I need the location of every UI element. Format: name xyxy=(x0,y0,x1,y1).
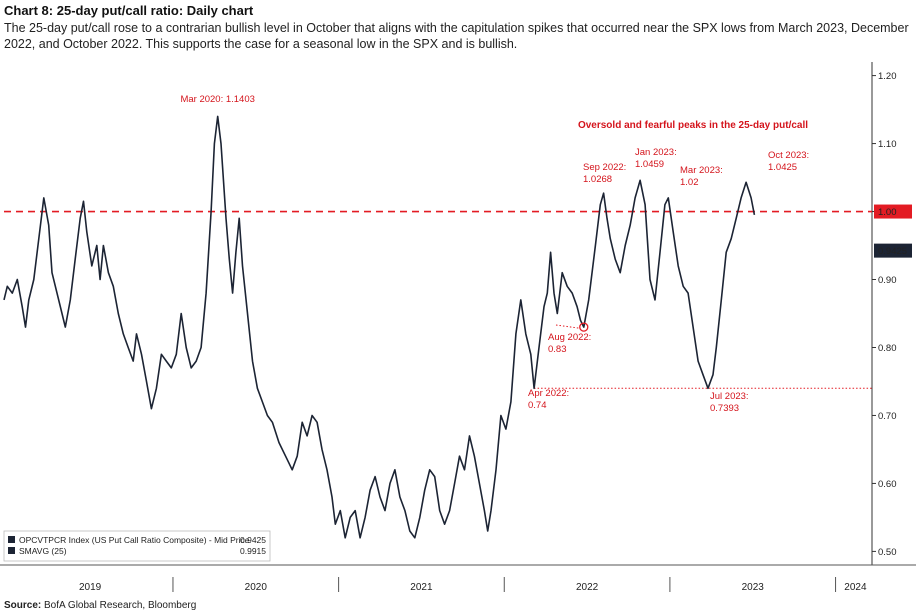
last-value-label: 1.00 xyxy=(878,207,897,218)
annotation-mar-2023: Mar 2023: xyxy=(680,165,723,176)
source-label: Source: xyxy=(4,600,42,611)
legend-value: 0.9425 xyxy=(240,535,266,545)
y-tick-label: 1.10 xyxy=(878,139,897,150)
legend-swatch xyxy=(8,536,15,543)
last-value-label: 0.9425 xyxy=(878,246,907,257)
x-tick-label: 2020 xyxy=(245,582,268,593)
annotation-mar-2023-value: 1.02 xyxy=(680,177,699,188)
x-tick-label: 2024 xyxy=(844,582,867,593)
annotation-oct-2023: Oct 2023: xyxy=(768,150,809,161)
annotation-aug-2022-value: 0.83 xyxy=(548,344,567,355)
source-text: BofA Global Research, Bloomberg xyxy=(44,600,197,611)
y-tick-label: 0.90 xyxy=(878,275,897,286)
legend-label: SMAVG (25) xyxy=(19,546,67,556)
chart-subtitle: The 25-day put/call rose to a contrarian… xyxy=(4,21,909,51)
x-tick-label: 2019 xyxy=(79,582,102,593)
y-tick-label: 0.50 xyxy=(878,547,897,558)
legend-label: OPCVTPCR Index (US Put Call Ratio Compos… xyxy=(19,535,250,545)
annotation-sep-2022: Sep 2022: xyxy=(583,162,626,173)
annotation-sep-2022-value: 1.0268 xyxy=(583,174,612,185)
chart-title: Chart 8: 25-day put/call ratio: Daily ch… xyxy=(4,3,254,18)
series-line xyxy=(3,115,756,539)
x-tick-label: 2022 xyxy=(576,582,599,593)
x-tick-label: 2023 xyxy=(742,582,765,593)
put-call-chart: 0.50 0.60 0.70 0.80 0.90 1.00 1.10 1.20 2019 2020… xyxy=(0,62,916,593)
annotation-jan-2023-value: 1.0459 xyxy=(635,159,664,170)
annotation-aug-2022: Aug 2022: xyxy=(548,332,591,343)
annotation-jan-2023: Jan 2023: xyxy=(635,147,677,158)
annotation-jul-2023-value: 0.7393 xyxy=(710,403,739,414)
source-note: Source: BofA Global Research, Bloomberg xyxy=(4,600,196,611)
last-value-tag xyxy=(874,204,912,219)
annotation-oversold-note: Oversold and fearful peaks in the 25-day… xyxy=(578,120,808,131)
annotation-mar-2020: Mar 2020: 1.1403 xyxy=(180,94,254,105)
legend-box xyxy=(3,530,271,562)
y-tick-label: 1.20 xyxy=(878,71,897,82)
y-tick-label: 0.80 xyxy=(878,343,897,354)
legend-swatch xyxy=(8,547,15,554)
aug-2022-marker xyxy=(579,322,589,332)
y-tick-label: 0.60 xyxy=(878,479,897,490)
annotation-apr-2022-value: 0.74 xyxy=(528,400,547,411)
x-tick-label: 2021 xyxy=(410,582,433,593)
annotation-apr-2022: Apr 2022: xyxy=(528,388,569,399)
legend-value: 0.9915 xyxy=(240,546,266,556)
y-tick-label: 0.70 xyxy=(878,411,897,422)
last-value-tag xyxy=(874,243,912,258)
aug-2022-leader xyxy=(555,324,579,329)
annotation-oct-2023-value: 1.0425 xyxy=(768,162,797,173)
annotation-jul-2023: Jul 2023: xyxy=(710,391,749,402)
